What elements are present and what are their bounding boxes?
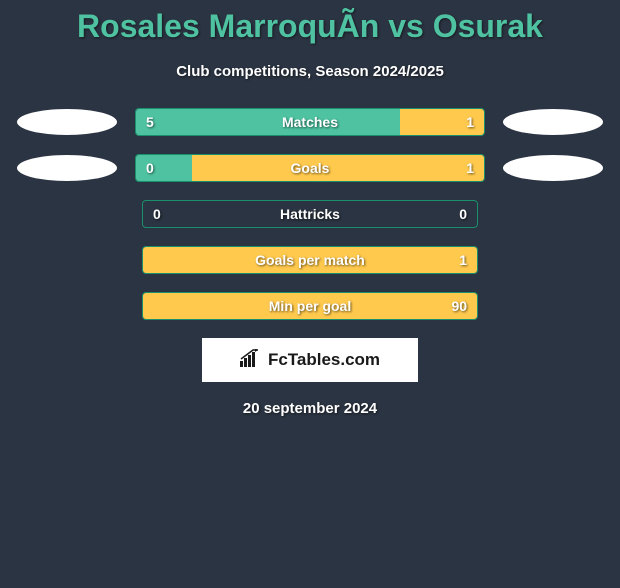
comparison-container: Rosales MarroquÃ­n vs Osurak Club compet… (0, 8, 620, 417)
stat-row: 0 Hattricks 0 (10, 200, 610, 228)
bar-label: Goals (291, 160, 330, 176)
stat-row: Goals per match 1 (10, 246, 610, 274)
bar-label: Matches (282, 114, 338, 130)
bar-value-right: 1 (459, 252, 467, 268)
bar-value-right: 1 (466, 160, 474, 176)
bar-value-left: 5 (146, 114, 154, 130)
bar-label: Min per goal (269, 298, 351, 314)
player-avatar-left (17, 155, 117, 181)
bar-value-left: 0 (153, 206, 161, 222)
bar-value-right: 0 (459, 206, 467, 222)
bar-fill-left (136, 109, 400, 135)
stat-bar: Min per goal 90 (142, 292, 478, 320)
bar-value-left: 0 (146, 160, 154, 176)
stat-bar: Goals per match 1 (142, 246, 478, 274)
player-avatar-right (503, 109, 603, 135)
stat-row: 0 Goals 1 (10, 154, 610, 182)
bar-label: Hattricks (280, 206, 340, 222)
player-avatar-right (503, 155, 603, 181)
page-title: Rosales MarroquÃ­n vs Osurak (10, 8, 610, 45)
bar-fill-left (136, 155, 192, 181)
stat-bar: 0 Hattricks 0 (142, 200, 478, 228)
player-avatar-left (17, 109, 117, 135)
stat-row: 5 Matches 1 (10, 108, 610, 136)
brand-text: FcTables.com (268, 350, 380, 370)
stat-bar: 5 Matches 1 (135, 108, 485, 136)
page-subtitle: Club competitions, Season 2024/2025 (10, 63, 610, 80)
stat-row: Min per goal 90 (10, 292, 610, 320)
date-label: 20 september 2024 (10, 400, 610, 417)
stat-bar: 0 Goals 1 (135, 154, 485, 182)
chart-icon (240, 349, 262, 372)
bar-label: Goals per match (255, 252, 365, 268)
brand-logo[interactable]: FcTables.com (202, 338, 418, 382)
bar-value-right: 90 (451, 298, 467, 314)
bar-value-right: 1 (466, 114, 474, 130)
stats-rows: 5 Matches 1 0 Goals 1 0 Hattricks 0 Goals per mat… (10, 108, 610, 320)
bar-fill-right (192, 155, 484, 181)
